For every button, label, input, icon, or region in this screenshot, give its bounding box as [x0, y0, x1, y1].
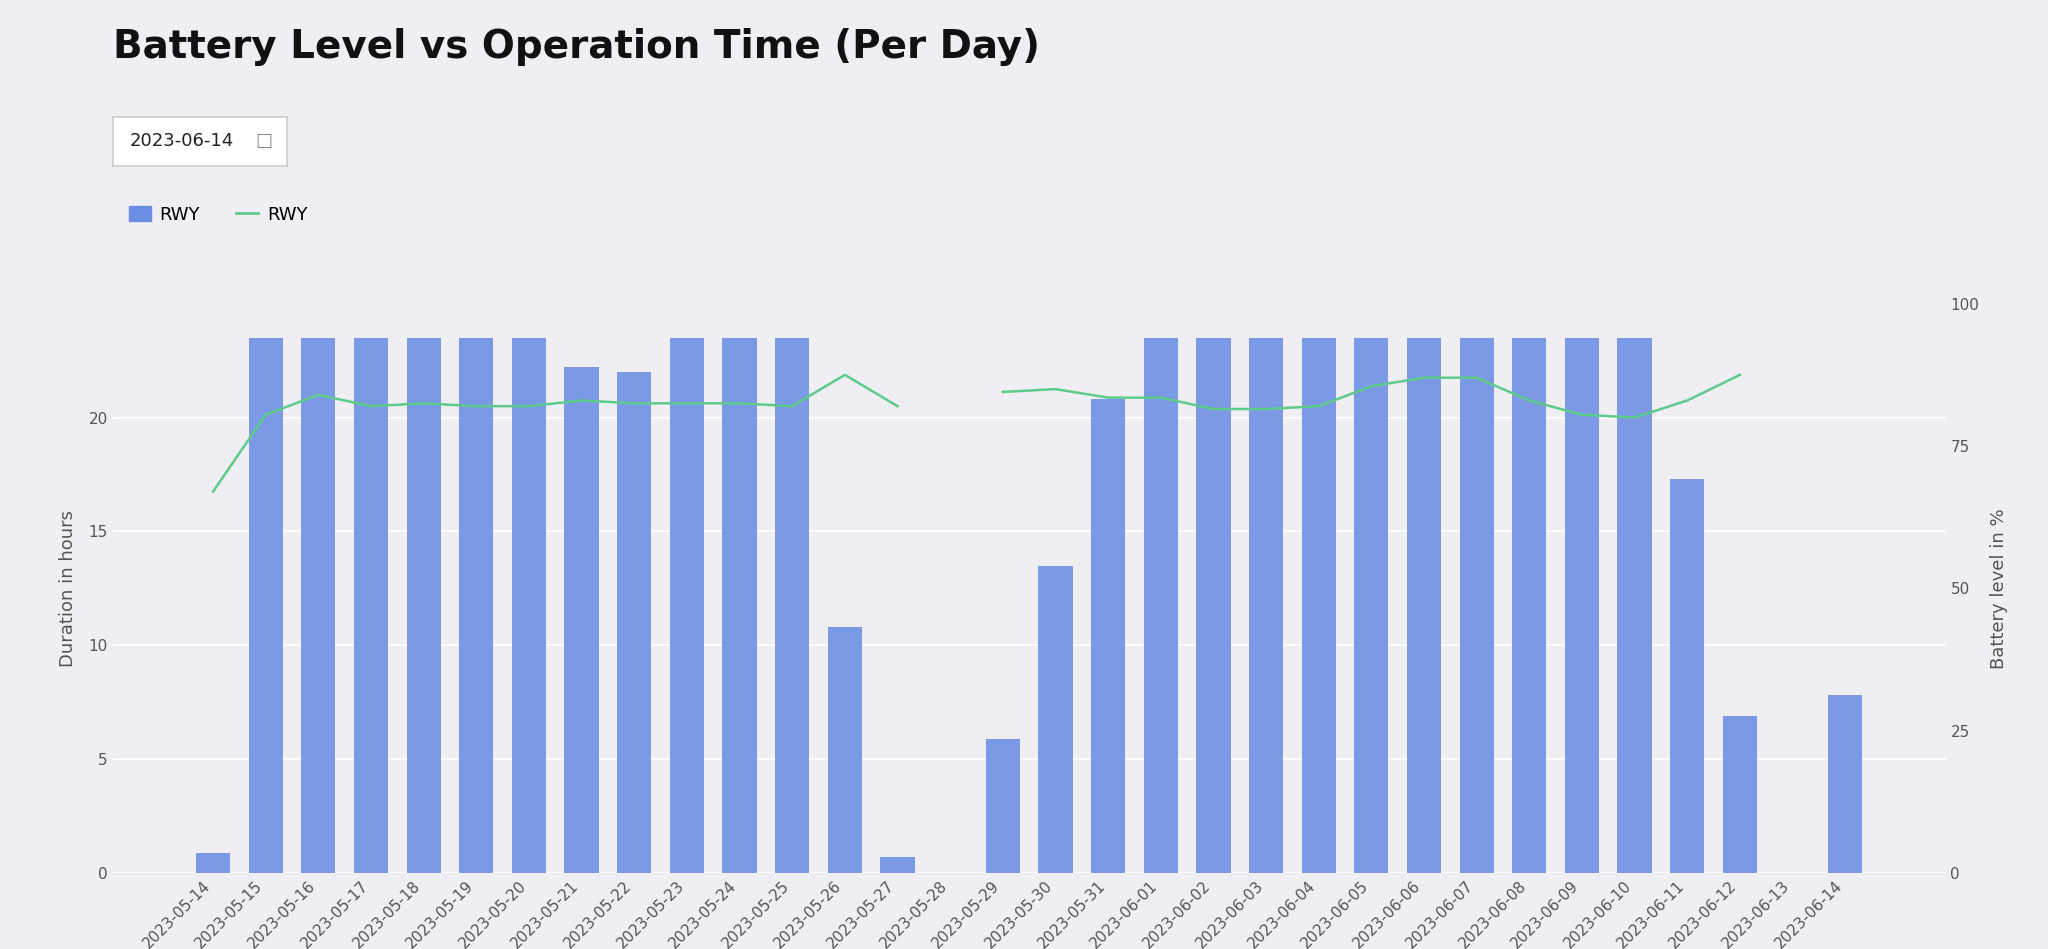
Bar: [301, 338, 336, 873]
Bar: [1092, 400, 1124, 873]
Text: Battery Level vs Operation Time (Per Day): Battery Level vs Operation Time (Per Day…: [113, 28, 1040, 66]
Bar: [774, 338, 809, 873]
Bar: [512, 338, 547, 873]
Bar: [1460, 338, 1493, 873]
Bar: [985, 738, 1020, 873]
Bar: [1618, 338, 1651, 873]
Bar: [1407, 338, 1442, 873]
Bar: [1829, 696, 1862, 873]
Bar: [670, 338, 705, 873]
Bar: [1038, 566, 1073, 873]
Bar: [827, 627, 862, 873]
Bar: [248, 338, 283, 873]
Bar: [881, 857, 915, 873]
Bar: [1249, 338, 1284, 873]
Bar: [408, 338, 440, 873]
Text: □: □: [256, 133, 272, 150]
Bar: [1143, 338, 1178, 873]
Bar: [197, 852, 229, 873]
Bar: [1303, 338, 1335, 873]
Bar: [354, 338, 389, 873]
Legend: RWY, RWY: RWY, RWY: [121, 199, 315, 232]
Bar: [1354, 338, 1389, 873]
Bar: [459, 338, 494, 873]
Bar: [1511, 338, 1546, 873]
Y-axis label: Battery level in %: Battery level in %: [1991, 508, 2009, 669]
Bar: [1669, 479, 1704, 873]
Bar: [1722, 716, 1757, 873]
Bar: [1196, 338, 1231, 873]
Bar: [616, 372, 651, 873]
Text: 2023-06-14: 2023-06-14: [131, 133, 233, 150]
Y-axis label: Duration in hours: Duration in hours: [59, 510, 78, 667]
Bar: [1565, 338, 1599, 873]
Bar: [723, 338, 756, 873]
Bar: [565, 367, 598, 873]
